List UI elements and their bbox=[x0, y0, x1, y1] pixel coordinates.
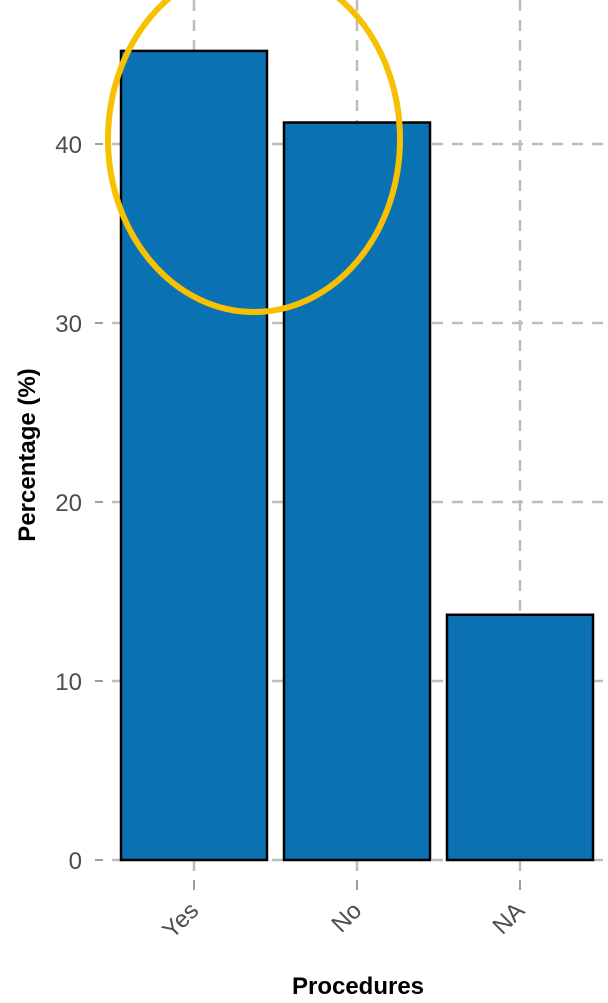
y-tick-label: 20 bbox=[55, 490, 82, 517]
highlight-ellipse bbox=[105, 0, 403, 315]
x-axis: Yes No NA bbox=[157, 880, 530, 944]
y-tick-label: 10 bbox=[55, 669, 82, 696]
x-tick-label: No bbox=[326, 897, 367, 938]
y-axis-title: Percentage (%) bbox=[14, 368, 41, 541]
bar-no bbox=[282, 121, 432, 862]
y-tick-label: 0 bbox=[69, 848, 82, 875]
y-axis: 0 10 20 30 40 bbox=[55, 132, 103, 875]
y-tick-label: 30 bbox=[55, 311, 82, 338]
x-tick-label: Yes bbox=[157, 897, 204, 944]
bars-layer bbox=[119, 49, 595, 862]
y-tick-label: 40 bbox=[55, 132, 82, 159]
x-tick-label: NA bbox=[488, 897, 531, 940]
x-axis-title: Procedures bbox=[292, 973, 424, 1000]
bar-yes bbox=[119, 49, 269, 862]
bar-na bbox=[445, 613, 595, 862]
